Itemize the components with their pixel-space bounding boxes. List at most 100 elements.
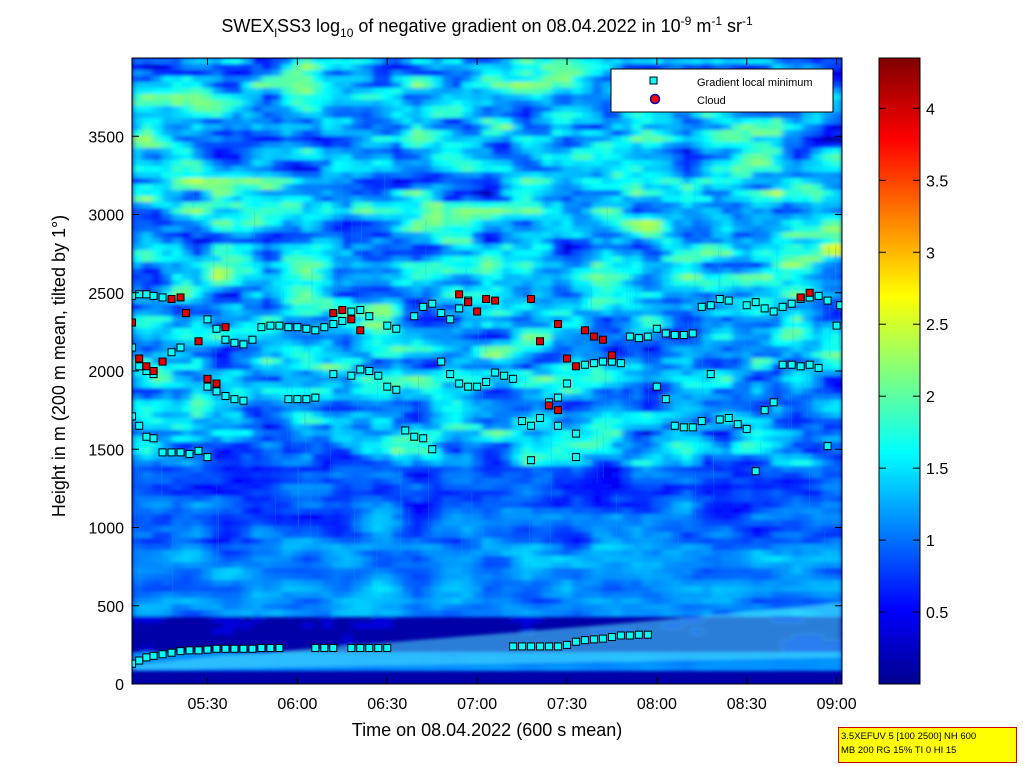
- info-box-line-1: 3.5XEFUV 5 [100 2500] NH 600: [841, 731, 977, 742]
- x-tick-label: 07:30: [547, 696, 587, 713]
- marker-cloud: [176, 293, 185, 302]
- colorbar-tick-label: 3.5: [926, 173, 948, 190]
- x-tick-label: 09:00: [817, 696, 857, 713]
- marker-cloud: [158, 357, 167, 366]
- marker-cloud: [571, 362, 580, 371]
- marker-cloud: [598, 335, 607, 344]
- marker-gradient-min: [275, 321, 284, 330]
- marker-gradient-min: [365, 644, 374, 653]
- marker-cloud: [589, 332, 598, 341]
- marker-gradient-min: [135, 362, 144, 371]
- marker-gradient-min: [383, 382, 392, 391]
- marker-gradient-min: [634, 630, 643, 639]
- marker-gradient-min: [176, 343, 185, 352]
- marker-gradient-min: [392, 385, 401, 394]
- marker-gradient-min: [554, 642, 562, 651]
- marker-gradient-min: [185, 646, 194, 655]
- x-tick-label: 06:00: [277, 696, 317, 713]
- marker-gradient-min: [329, 320, 338, 329]
- marker-gradient-min: [347, 371, 356, 380]
- marker-gradient-min: [751, 298, 760, 307]
- marker-gradient-min: [167, 348, 176, 357]
- marker-gradient-min: [158, 448, 167, 457]
- marker-gradient-min: [787, 299, 796, 308]
- marker-cloud: [554, 320, 562, 329]
- marker-cloud: [338, 305, 347, 314]
- marker-cloud: [805, 288, 814, 297]
- marker-gradient-min: [293, 323, 302, 332]
- marker-gradient-min: [688, 423, 697, 432]
- marker-gradient-min: [823, 442, 832, 451]
- marker-gradient-min: [365, 312, 374, 321]
- marker-cloud: [212, 379, 221, 388]
- marker-gradient-min: [311, 644, 320, 653]
- marker-gradient-min: [185, 449, 194, 458]
- marker-gradient-min: [652, 324, 661, 333]
- marker-gradient-min: [679, 423, 688, 432]
- marker-gradient-min: [742, 424, 751, 433]
- marker-cloud: [796, 293, 805, 302]
- marker-cloud: [491, 296, 500, 305]
- marker-gradient-min: [832, 321, 841, 330]
- marker-cloud: [149, 367, 158, 375]
- marker-gradient-min: [194, 646, 203, 655]
- marker-gradient-min: [203, 315, 212, 324]
- marker-gradient-min: [607, 633, 616, 642]
- heatmap-area: [132, 58, 842, 684]
- marker-cloud: [167, 295, 176, 304]
- y-tick-label: 0: [115, 677, 124, 694]
- marker-gradient-min: [320, 323, 329, 332]
- marker-gradient-min: [293, 395, 302, 404]
- y-tick-label: 2000: [88, 364, 124, 381]
- marker-gradient-min: [132, 343, 136, 352]
- marker-cloud: [347, 315, 356, 324]
- marker-gradient-min: [167, 648, 176, 657]
- colorbar-tick-label: 2: [926, 389, 935, 406]
- marker-gradient-min: [796, 362, 805, 371]
- marker-gradient-min: [176, 647, 185, 656]
- marker-gradient-min: [142, 290, 151, 299]
- marker-gradient-min: [329, 644, 338, 653]
- marker-gradient-min: [329, 370, 338, 379]
- marker-gradient-min: [347, 307, 356, 316]
- marker-gradient-min: [509, 374, 518, 383]
- marker-gradient-min: [248, 335, 257, 344]
- marker-gradient-min: [580, 360, 589, 369]
- marker-gradient-min: [239, 340, 248, 349]
- marker-gradient-min: [374, 371, 383, 380]
- marker-gradient-min: [320, 644, 329, 653]
- marker-gradient-min: [715, 295, 724, 304]
- colorbar-tick-label: 4: [926, 101, 935, 118]
- marker-gradient-min: [212, 387, 221, 396]
- marker-gradient-min: [158, 293, 167, 302]
- marker-gradient-min: [760, 406, 769, 415]
- marker-cloud: [580, 326, 589, 335]
- x-axis-label: Time on 08.04.2022 (600 s mean): [352, 720, 623, 740]
- marker-gradient-min: [751, 467, 760, 476]
- marker-gradient-min: [589, 635, 598, 644]
- legend-marker-cloud: [649, 93, 661, 105]
- marker-gradient-min: [302, 324, 311, 333]
- marker-gradient-min: [311, 326, 320, 335]
- marker-gradient-min: [221, 644, 230, 653]
- marker-gradient-min: [428, 299, 437, 308]
- marker-gradient-min: [706, 370, 715, 379]
- marker-gradient-min: [778, 360, 787, 369]
- marker-gradient-min: [652, 382, 661, 391]
- legend-label-cloud: Cloud: [697, 95, 726, 107]
- marker-gradient-min: [724, 296, 733, 305]
- marker-gradient-min: [571, 637, 580, 646]
- marker-gradient-min: [688, 329, 697, 338]
- marker-gradient-min: [194, 446, 203, 455]
- marker-cloud: [221, 323, 230, 332]
- y-axis-label: Height in m (200 m mean, tilted by 1°): [49, 215, 69, 517]
- marker-gradient-min: [302, 395, 311, 404]
- marker-cloud: [545, 401, 554, 410]
- marker-gradient-min: [625, 631, 634, 640]
- marker-gradient-min: [527, 456, 536, 465]
- marker-gradient-min: [383, 321, 392, 330]
- marker-gradient-min: [230, 644, 239, 653]
- marker-gradient-min: [769, 307, 778, 316]
- x-axis: 05:30 06:00 06:30 07:00 07:30 08:00 08:30 09:00: [187, 58, 857, 713]
- colorbar-tick-label: 1: [926, 533, 935, 550]
